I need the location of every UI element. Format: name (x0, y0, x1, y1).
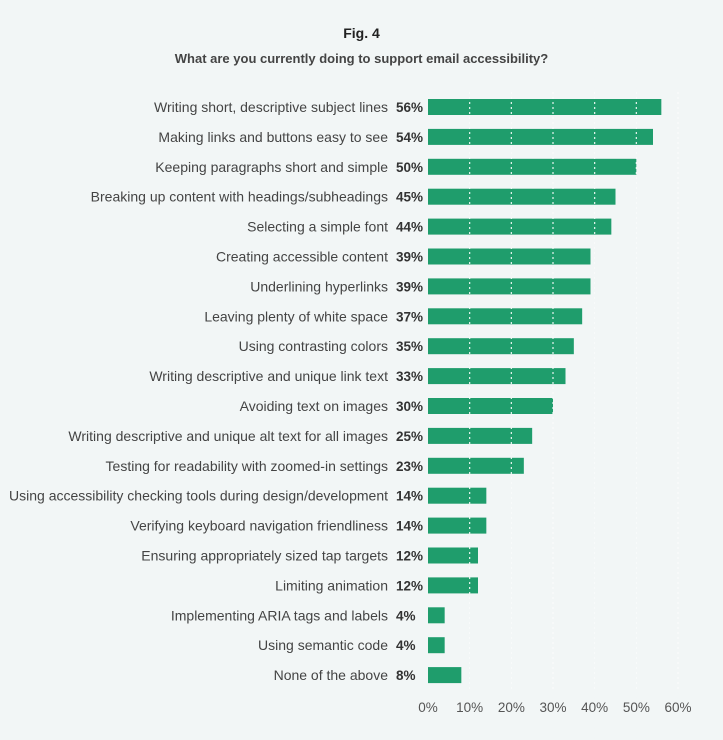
bar (428, 278, 591, 295)
x-tick-label: 30% (539, 700, 566, 715)
category-label: Writing descriptive and unique alt text … (68, 428, 388, 444)
value-label: 50% (396, 160, 423, 175)
bar (428, 248, 591, 265)
value-label: 25% (396, 429, 423, 444)
x-tick-label: 20% (498, 700, 525, 715)
category-label: Using accessibility checking tools durin… (9, 488, 388, 504)
category-label: Keeping paragraphs short and simple (155, 159, 388, 175)
value-label: 54% (396, 130, 423, 145)
category-label: None of the above (274, 667, 389, 683)
value-label: 39% (396, 279, 423, 294)
bar (428, 128, 653, 145)
bar (428, 99, 662, 115)
bar (428, 517, 487, 534)
value-label: 14% (396, 489, 423, 504)
value-label: 8% (396, 668, 416, 683)
x-tick-label: 60% (664, 700, 691, 715)
bar (428, 607, 445, 624)
bar (428, 368, 566, 385)
bar (428, 188, 616, 205)
category-label: Using semantic code (258, 637, 388, 653)
x-tick-label: 10% (456, 700, 483, 715)
value-label: 30% (396, 399, 423, 414)
figure-label: Fig. 4 (343, 25, 380, 41)
value-label: 12% (396, 578, 423, 593)
bar (428, 547, 478, 564)
value-label: 37% (396, 309, 423, 324)
category-label: Avoiding text on images (240, 398, 388, 414)
category-label: Verifying keyboard navigation friendline… (130, 518, 388, 534)
category-label: Limiting animation (275, 577, 388, 593)
bar (428, 637, 445, 654)
value-label: 4% (396, 638, 416, 653)
bar (428, 308, 583, 325)
category-label: Using contrasting colors (239, 338, 388, 354)
bar (428, 398, 553, 414)
category-label: Breaking up content with headings/subhea… (91, 189, 388, 205)
bar (428, 577, 478, 594)
category-label: Making links and buttons easy to see (158, 129, 388, 145)
value-label: 33% (396, 369, 423, 384)
bar (428, 218, 612, 235)
category-label: Writing descriptive and unique link text (149, 368, 388, 384)
value-label: 23% (396, 459, 423, 474)
bar (428, 487, 487, 504)
category-label: Testing for readability with zoomed-in s… (106, 458, 388, 474)
x-tick-label: 0% (418, 700, 438, 715)
value-label: 44% (396, 220, 423, 235)
x-tick-label: 50% (623, 700, 650, 715)
category-label: Selecting a simple font (247, 219, 388, 235)
value-label: 14% (396, 519, 423, 534)
category-label: Creating accessible content (216, 249, 388, 265)
category-label: Ensuring appropriately sized tap targets (141, 548, 388, 564)
chart-title: What are you currently doing to support … (174, 51, 549, 66)
value-label: 35% (396, 339, 423, 354)
bar (428, 338, 574, 355)
bar (428, 457, 524, 474)
bar (428, 667, 462, 684)
value-label: 12% (396, 549, 423, 564)
category-label: Underlining hyperlinks (250, 278, 388, 294)
value-label: 4% (396, 608, 416, 623)
bar (428, 158, 637, 175)
value-label: 39% (396, 250, 423, 265)
category-label: Writing short, descriptive subject lines (154, 99, 388, 115)
bar (428, 427, 533, 444)
category-label: Implementing ARIA tags and labels (171, 607, 388, 623)
category-label: Leaving plenty of white space (204, 308, 388, 324)
x-tick-label: 40% (581, 700, 608, 715)
value-label: 56% (396, 100, 423, 115)
value-label: 45% (396, 190, 423, 205)
